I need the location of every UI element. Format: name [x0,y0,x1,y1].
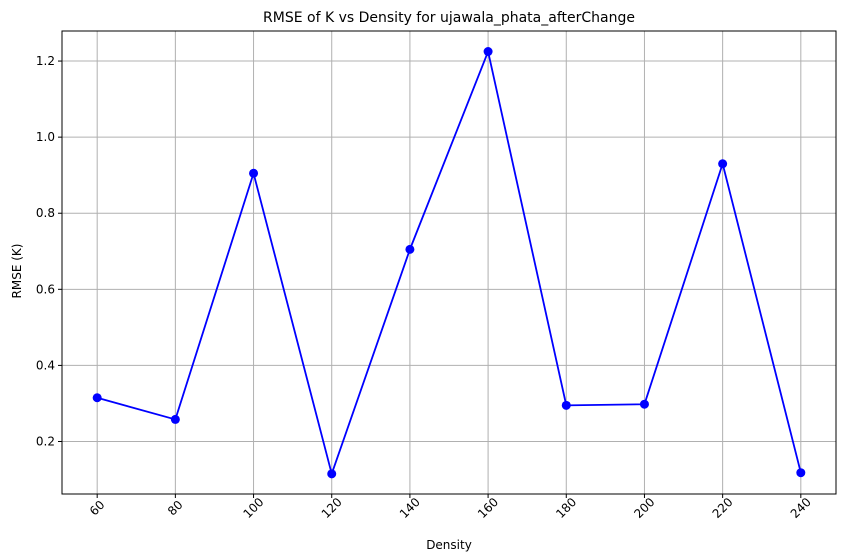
y-tick-label: 0.8 [36,206,55,220]
x-axis: 60 80 100 120 140 160 180 200 220 240 [87,494,814,521]
y-tick-label: 0.4 [36,358,55,372]
data-point [561,400,571,410]
grid-lines [62,31,836,494]
x-axis-label: Density [426,538,472,552]
series-line [96,48,802,477]
x-tick-label: 200 [631,495,657,521]
data-point [639,399,649,409]
x-tick-label: 100 [240,495,266,521]
data-point [249,168,259,178]
y-tick-label: 0.6 [36,282,55,296]
data-point [92,393,102,403]
y-axis: 0.2 0.4 0.6 0.8 1.0 1.2 [36,54,62,448]
data-point [718,159,728,169]
data-point [405,244,415,254]
axes-frame [61,30,837,495]
y-tick-label: 1.2 [36,54,55,68]
data-point [170,414,180,424]
x-tick-label: 160 [475,495,501,521]
x-tick-label: 120 [319,495,345,521]
plot-area [61,30,837,495]
x-tick-label: 180 [553,495,579,521]
data-point [796,468,806,478]
y-tick-label: 1.0 [36,130,55,144]
data-point [483,47,493,57]
x-tick-label: 80 [165,498,186,519]
y-tick-label: 0.2 [36,434,55,448]
data-point [327,469,337,479]
x-tick-label: 140 [397,495,423,521]
y-axis-label: RMSE (K) [10,244,24,299]
chart-title: RMSE of K vs Density for ujawala_phata_a… [263,10,635,26]
x-tick-label: 220 [710,495,736,521]
x-tick-label: 60 [87,498,108,519]
x-tick-label: 240 [788,495,814,521]
